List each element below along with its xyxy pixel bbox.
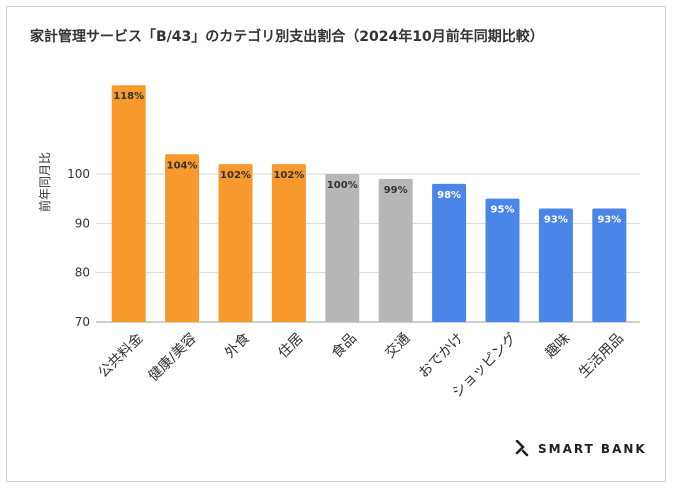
x-tick-label: 公共料金 [95,330,146,381]
x-tick-label: おでかけ [416,330,467,381]
y-tick-label: 90 [75,216,90,230]
bar [271,164,306,322]
bar [165,154,200,322]
data-label: 95% [491,205,515,216]
bar [325,174,360,322]
chart-title: 家計管理サービス「B/43」のカテゴリ別支出割合（2024年10月前年同期比較） [30,29,544,45]
x-tick-label: 外食 [221,330,253,362]
data-label: 93% [597,215,621,226]
data-label: 98% [437,190,461,201]
bar [218,164,253,322]
data-label: 93% [544,215,568,226]
y-tick-label: 70 [75,315,90,329]
x-tick-label: 住居 [275,330,306,361]
x-tick-label: 趣味 [542,330,573,361]
bar [485,198,520,322]
smartbank-logo-icon [515,440,529,457]
y-tick-label: 80 [75,266,90,280]
data-label: 100% [327,180,358,191]
data-label: 102% [273,170,304,181]
x-tick-label: 健康/美容 [145,330,200,385]
brand-name: SMART BANK [538,442,647,456]
x-tick-label: 生活用品 [576,330,627,381]
bar [378,178,413,322]
bar [432,183,467,322]
data-label: 118% [113,91,144,102]
bar [538,208,573,322]
bar [592,208,627,322]
brand-logo: SMART BANK [514,440,647,458]
data-label: 102% [220,170,251,181]
bar [111,85,146,322]
x-tick-label: 食品 [328,330,360,362]
data-label: 104% [167,160,198,171]
y-tick-label: 100 [67,167,90,181]
x-tick-label: 交通 [381,330,413,362]
data-label: 99% [384,185,408,196]
